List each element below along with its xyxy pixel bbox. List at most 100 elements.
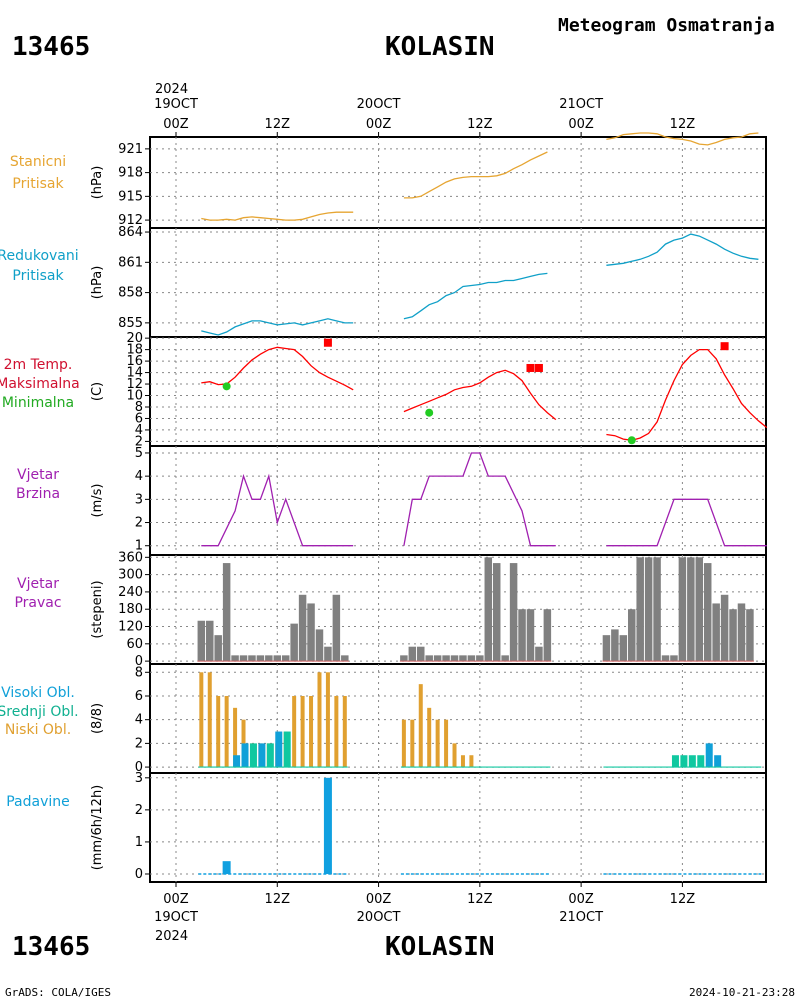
panel-label: Brzina [16, 486, 60, 502]
panel-label: Pritisak [12, 268, 64, 284]
cloud-mid-bar [283, 731, 291, 768]
wind-direction-bar [476, 655, 484, 662]
x-hour-label-bottom: 12Z [265, 892, 291, 907]
y-tick-label: 0 [135, 760, 143, 775]
cloud-high-bar [233, 755, 241, 768]
reduced-pressure-line [201, 233, 759, 336]
y-tick-label: 12 [126, 377, 143, 392]
wind-direction-bar [644, 557, 653, 662]
cloud-low-bar [233, 707, 238, 768]
y-tick-label: 16 [126, 354, 143, 369]
y-tick-label: 864 [118, 225, 143, 240]
cloud-low-bar [435, 719, 440, 768]
station-name-top: KOLASIN [385, 32, 495, 62]
y-tick-label: 6 [135, 411, 143, 426]
cloud-high-bar [705, 743, 713, 768]
cloud-low-bar [300, 695, 305, 768]
wind-direction-bar [341, 655, 349, 662]
station-pressure-line-segment [606, 132, 759, 146]
y-tick-label: 240 [118, 585, 143, 600]
cloud-low-bar [418, 684, 423, 768]
cloud-low-bar [325, 672, 330, 768]
wind-direction-bar [737, 603, 746, 662]
product-title: Meteogram Osmatranja [558, 15, 775, 36]
wind-direction-bar [281, 655, 290, 662]
y-tick-label: 20 [126, 331, 143, 346]
wind-direction-bar [290, 623, 298, 662]
y-tick-label: 120 [118, 620, 143, 635]
wind-direction-bar [712, 603, 720, 662]
panel-unit: (hPa) [90, 166, 105, 200]
cloud-high-bar [258, 743, 266, 768]
wind-direction-bar [256, 655, 265, 662]
y-tick-label: 3 [135, 771, 143, 786]
panel-unit: (m/s) [90, 484, 105, 518]
y-tick-label: 861 [118, 255, 143, 270]
tmax-marker [720, 342, 729, 351]
y-tick-label: 18 [126, 343, 143, 358]
panel-label: Pravac [14, 595, 61, 611]
reduced-pressure-line-segment [403, 272, 548, 320]
footer-timestamp: 2024-10-21-23:28 [689, 986, 795, 999]
cloud-low-bar [309, 695, 314, 768]
wind-direction-bar [222, 563, 231, 662]
wind-direction-bar [467, 655, 476, 662]
cloud-low-bar [444, 719, 449, 768]
wind-direction-bar [417, 646, 425, 662]
wind-direction-bar [678, 557, 687, 662]
wind-direction-bar [670, 655, 678, 662]
panel-label: Minimalna [2, 395, 74, 411]
cloud-mid-bar [680, 755, 688, 768]
y-tick-label: 858 [118, 286, 143, 301]
x-hour-label-bottom: 00Z [366, 892, 392, 907]
y-tick-label: 2 [135, 803, 143, 818]
tmin-marker [222, 382, 231, 391]
y-tick-label: 2 [135, 434, 143, 449]
wind-direction-bar [746, 609, 754, 662]
cloud-mid-bar [697, 755, 705, 768]
wind-direction-bar [518, 609, 526, 662]
wind-direction-bar [619, 635, 628, 662]
y-tick-label: 918 [118, 166, 143, 181]
cloud-low-bar [224, 695, 229, 768]
wind-direction-bar [231, 655, 239, 662]
wind-direction-bar [265, 655, 273, 662]
x-hour-label-bottom: 12Z [670, 892, 696, 907]
wind-direction-bar [459, 655, 467, 662]
cloud-mid-bar [249, 743, 257, 768]
y-tick-label: 10 [126, 389, 143, 404]
tmax-marker [526, 363, 535, 372]
y-tick-label: 180 [118, 602, 143, 617]
precip-bar [222, 861, 231, 874]
panel-2: 864 861 858 855 (hPa) Redukovani Pritisak [0, 225, 767, 338]
wind-direction-bar [442, 655, 450, 662]
cloud-mid-bar [266, 743, 274, 768]
x-date-label-top: 20OCT [357, 97, 401, 112]
cloud-low-bar [292, 695, 297, 768]
y-tick-label: 8 [135, 400, 143, 415]
y-tick-label: 1 [135, 835, 143, 850]
panel-label: 2m Temp. [4, 357, 73, 373]
y-tick-label: 8 [135, 665, 143, 680]
y-tick-label: 0 [135, 867, 143, 882]
wind-direction-bar [425, 655, 433, 662]
cloud-low-bar [469, 755, 474, 768]
y-tick-label: 4 [135, 713, 143, 728]
x-hour-label-top: 00Z [366, 117, 392, 132]
panel-label: Vjetar [17, 576, 59, 592]
y-tick-label: 855 [118, 316, 143, 331]
station-id-top: 13465 [12, 32, 90, 62]
x-hour-label-top: 12Z [467, 117, 493, 132]
y-tick-label: 0 [135, 654, 143, 669]
x-date-label-bottom: 19OCT [154, 910, 198, 925]
wind-direction-bar [315, 629, 324, 662]
wind-direction-bar [535, 646, 543, 662]
y-tick-label: 360 [118, 550, 143, 565]
panels-group: 921918915912(hPa)StanicniPritisak8648618… [0, 132, 768, 883]
wind-direction-bar [214, 635, 222, 662]
panel-unit: (C) [90, 382, 105, 401]
y-tick-label: 5 [135, 446, 143, 461]
y-tick-label: 3 [135, 492, 143, 507]
precip-bar [323, 777, 332, 874]
